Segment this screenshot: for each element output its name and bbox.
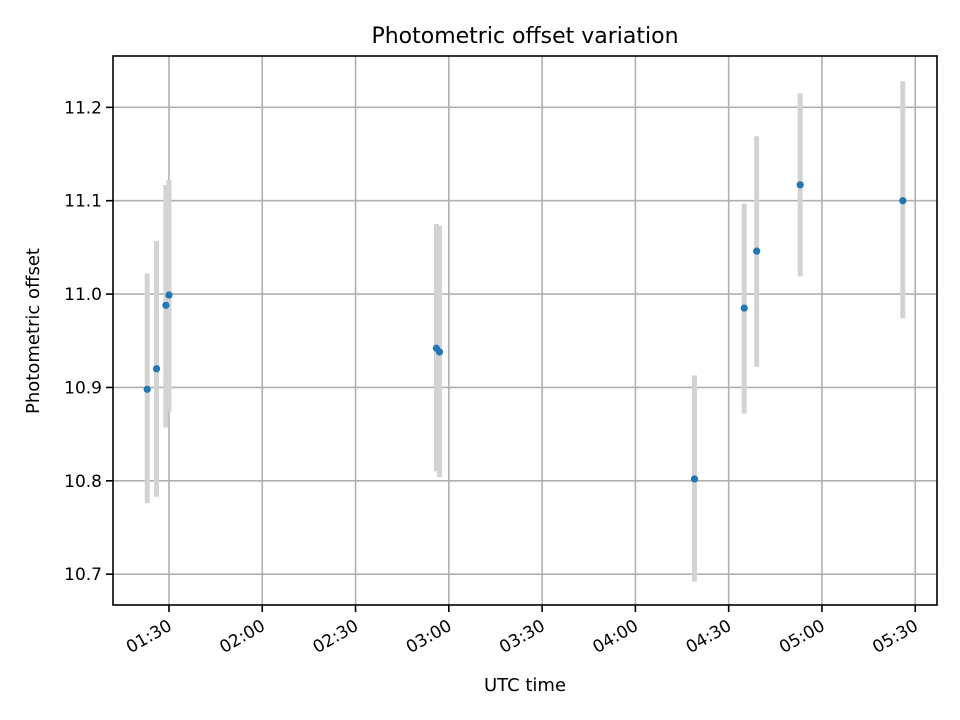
- x-tick-label: 04:30: [683, 616, 735, 658]
- x-axis-label: UTC time: [484, 675, 566, 696]
- data-point: [796, 181, 804, 189]
- error-bars: [144, 81, 906, 582]
- data-point: [143, 385, 151, 393]
- x-tick-label: 02:00: [216, 616, 268, 658]
- y-tick-label: 11.0: [64, 285, 102, 305]
- y-tick-label: 10.9: [64, 378, 102, 398]
- y-tick-label: 10.7: [64, 565, 102, 585]
- data-point: [753, 247, 761, 255]
- x-tick-label: 01:30: [123, 616, 175, 658]
- data-point: [690, 475, 699, 483]
- x-tick-label: 04:00: [589, 616, 641, 658]
- data-point: [899, 197, 907, 205]
- plot-frame: [112, 55, 938, 606]
- grid: [113, 56, 937, 605]
- y-tick-label: 11.2: [64, 98, 102, 118]
- y-axis-label: Photometric offset: [23, 248, 44, 414]
- y-tick-label: 10.8: [64, 472, 102, 492]
- y-tick-label: 11.1: [64, 192, 102, 212]
- x-tick-label: 03:00: [403, 616, 455, 658]
- data-point: [740, 304, 748, 312]
- data-point: [165, 291, 173, 299]
- x-tick-label: 02:30: [310, 616, 362, 658]
- data-point: [435, 348, 444, 356]
- data-point: [162, 301, 170, 309]
- x-tick-label: 03:30: [496, 616, 548, 658]
- x-tick-label: 05:30: [869, 616, 921, 658]
- data-points: [143, 181, 907, 483]
- data-point: [152, 365, 161, 373]
- chart-title: Photometric offset variation: [371, 24, 678, 49]
- x-tick-label: 05:00: [776, 616, 828, 658]
